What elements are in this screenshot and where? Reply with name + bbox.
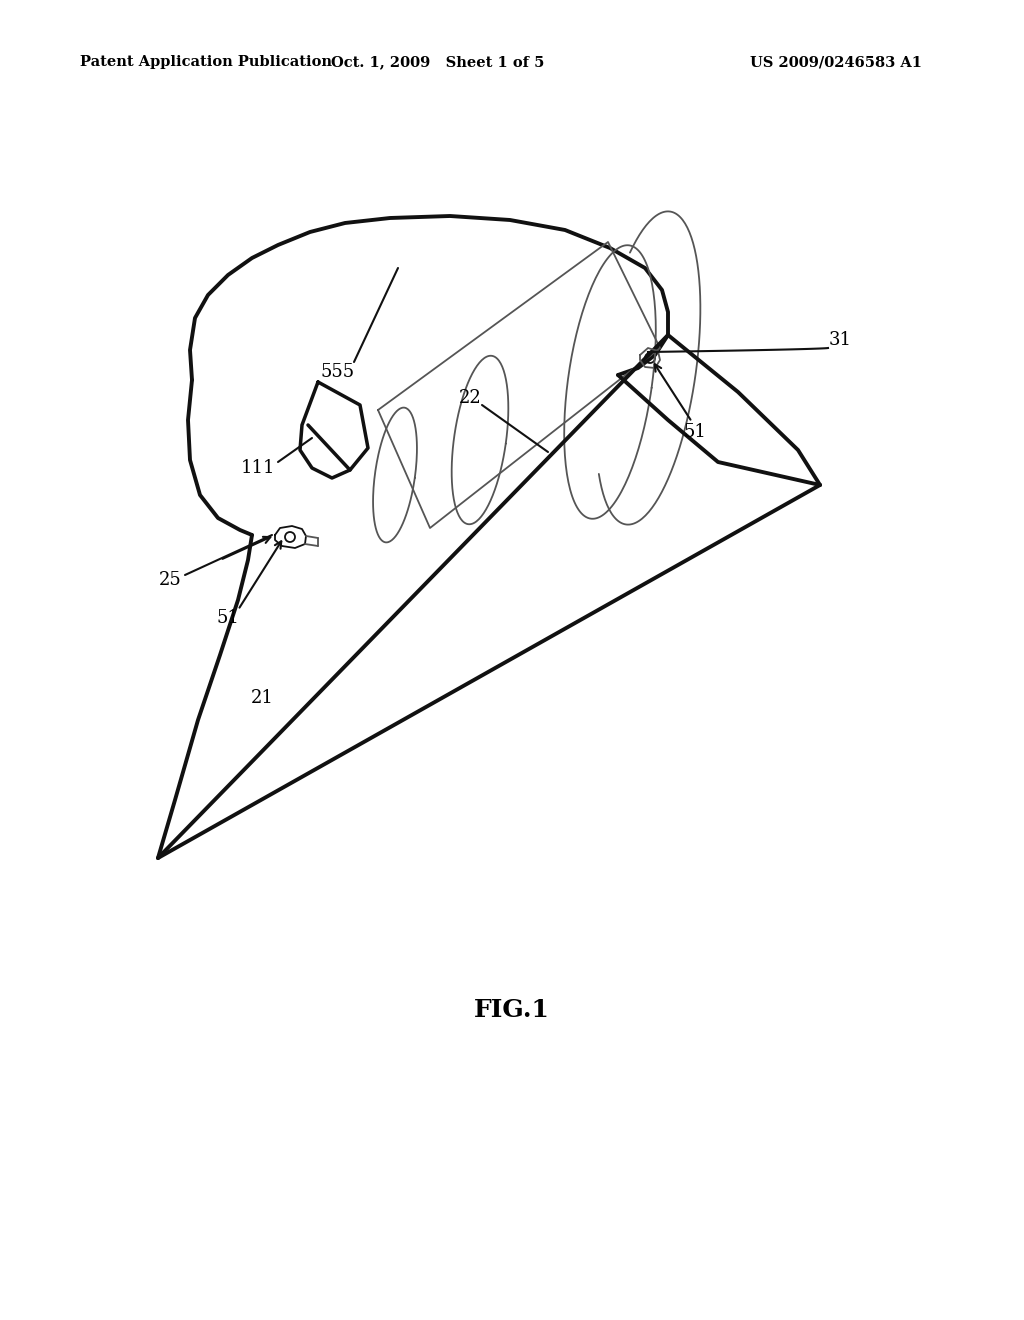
Text: 51: 51: [684, 422, 707, 441]
Text: 51: 51: [216, 609, 240, 627]
Text: 21: 21: [251, 689, 273, 708]
Text: Oct. 1, 2009   Sheet 1 of 5: Oct. 1, 2009 Sheet 1 of 5: [332, 55, 545, 69]
Text: FIG.1: FIG.1: [474, 998, 550, 1022]
Text: 111: 111: [241, 459, 275, 477]
Text: 31: 31: [828, 331, 852, 348]
Text: Patent Application Publication: Patent Application Publication: [80, 55, 332, 69]
Text: 25: 25: [159, 572, 181, 589]
Text: 555: 555: [321, 363, 355, 381]
Text: 22: 22: [459, 389, 481, 407]
Text: US 2009/0246583 A1: US 2009/0246583 A1: [750, 55, 922, 69]
